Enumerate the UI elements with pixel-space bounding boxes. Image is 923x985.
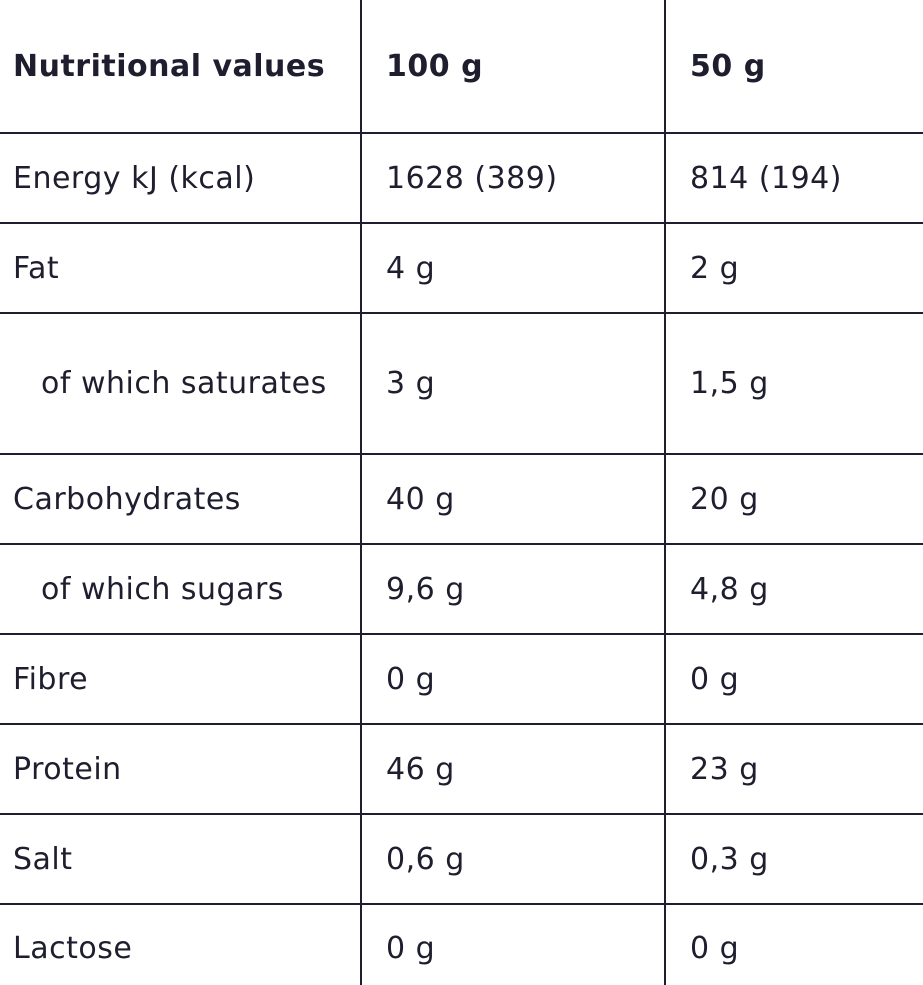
row-value-50g: 20 g <box>665 454 923 545</box>
row-label: of which saturates <box>0 313 362 455</box>
header-100g: 100 g <box>361 0 666 134</box>
row-value-50g: 0 g <box>690 931 740 966</box>
row-value-50g: 0 g <box>665 634 923 725</box>
row-value-100g: 46 g <box>361 724 666 815</box>
table-row-fat: Fat 4 g 2 g <box>0 223 923 314</box>
table-row-energy: Energy kJ (kcal) 1628 (389) 814 (194) <box>0 133 923 224</box>
row-value-50g: 814 (194) <box>665 133 923 224</box>
table-row-fibre: Fibre 0 g 0 g <box>0 634 923 725</box>
row-value-50g: 23 g <box>665 724 923 815</box>
row-label: Fat <box>0 223 362 314</box>
row-value-100g: 0 g <box>361 634 666 725</box>
row-label: Energy kJ (kcal) <box>0 133 362 224</box>
row-value-100g: 0,6 g <box>361 814 666 905</box>
table-row-saturates: of which saturates 3 g 1,5 g <box>0 313 923 455</box>
row-value-100g: 3 g <box>361 313 666 455</box>
header-label: Nutritional values <box>0 0 362 134</box>
row-label-text: of which saturates <box>41 366 327 401</box>
row-label: Salt <box>0 814 362 905</box>
row-value-50g: 0,3 g <box>665 814 923 905</box>
row-label: Carbohydrates <box>0 454 362 545</box>
row-value-100g: 9,6 g <box>361 544 666 635</box>
row-label: Lactose <box>0 904 362 985</box>
header-50g: 50 g <box>665 0 923 134</box>
row-label: Protein <box>0 724 362 815</box>
row-value-100g: 40 g <box>361 454 666 545</box>
table-row-protein: Protein 46 g 23 g <box>0 724 923 815</box>
table-row-sugars: of which sugars 9,6 g 4,8 g <box>0 544 923 635</box>
table-row-salt: Salt 0,6 g 0,3 g <box>0 814 923 905</box>
table-header-row: Nutritional values 100 g 50 g <box>0 0 923 134</box>
row-label: of which sugars <box>0 544 362 635</box>
row-value-100g: 0 g <box>361 904 666 985</box>
row-value-50g: 4,8 g <box>665 544 923 635</box>
table-row-lactose: Lactose 0 g 0 g <box>0 904 923 985</box>
row-label-text: of which sugars <box>41 571 284 607</box>
row-value-50g: 1,5 g <box>665 313 923 455</box>
row-label: Fibre <box>0 634 362 725</box>
row-value-50g: 2 g <box>665 223 923 314</box>
row-value-100g: 4 g <box>361 223 666 314</box>
table-row-carbohydrates: Carbohydrates 40 g 20 g <box>0 454 923 545</box>
row-value-100g: 1628 (389) <box>361 133 666 224</box>
